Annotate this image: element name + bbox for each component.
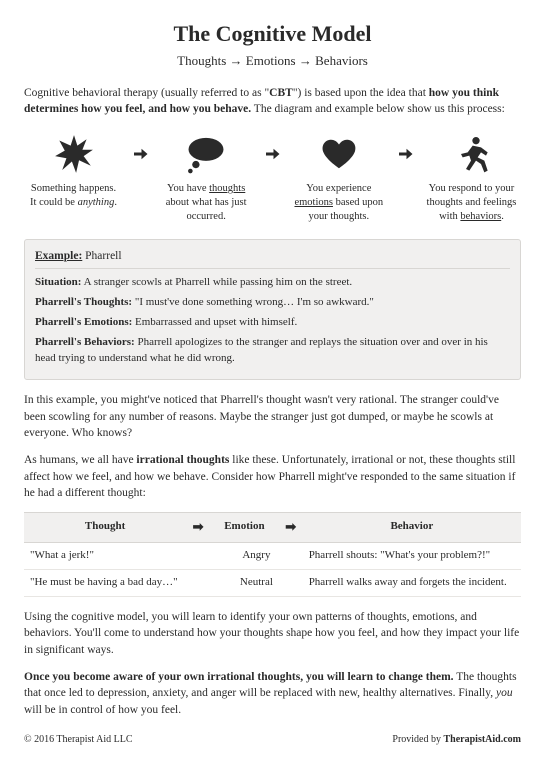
closing-paragraph-2: Once you become aware of your own irrati…: [24, 669, 521, 719]
page-title: The Cognitive Model: [24, 18, 521, 50]
thought-icon: [157, 130, 256, 178]
footer-provider: Provided by TherapistAid.com: [392, 733, 521, 748]
subtitle-emotions: Emotions: [246, 53, 296, 68]
page-subtitle: Thoughts → Emotions → Behaviors: [24, 52, 521, 71]
mid-paragraph-2: As humans, we all have irrational though…: [24, 452, 521, 502]
cell-thought: "What a jerk!": [24, 542, 210, 569]
table-header-thought: Thought: [24, 512, 186, 542]
diagram-step-behaviors: You respond to your thoughts and feeling…: [422, 130, 521, 225]
arrow-icon: [388, 130, 422, 178]
arrow-icon: [123, 130, 157, 178]
mid-paragraph-1: In this example, you might've noticed th…: [24, 392, 521, 442]
cell-behavior: Pharrell shouts: "What's your problem?!": [303, 542, 521, 569]
example-behaviors: Pharrell's Behaviors: Pharrell apologize…: [35, 335, 510, 367]
subtitle-thoughts: Thoughts: [177, 53, 226, 68]
footer-copyright: © 2016 Therapist Aid LLC: [24, 733, 133, 748]
cell-thought: "He must be having a bad day…": [24, 569, 210, 596]
cognitive-diagram: Something happens. It could be anything.…: [24, 130, 521, 225]
closing-paragraph-1: Using the cognitive model, you will lear…: [24, 609, 521, 659]
table-row: "He must be having a bad day…" Neutral P…: [24, 569, 521, 596]
burst-icon: [24, 130, 123, 178]
cell-emotion: Angry: [210, 542, 303, 569]
arrow-icon: →: [299, 53, 312, 68]
thought-emotion-behavior-table: Thought ➡ Emotion ➡ Behavior "What a jer…: [24, 512, 521, 597]
page-footer: © 2016 Therapist Aid LLC Provided by The…: [24, 733, 521, 748]
cell-emotion: Neutral: [210, 569, 303, 596]
diagram-step-situation: Something happens. It could be anything.: [24, 130, 123, 210]
arrow-icon: ➡: [279, 512, 303, 542]
heart-icon: [289, 130, 388, 178]
example-box: Example: Pharrell Situation: A stranger …: [24, 239, 521, 380]
arrow-icon: ➡: [186, 512, 210, 542]
subtitle-behaviors: Behaviors: [315, 53, 368, 68]
cell-behavior: Pharrell walks away and forgets the inci…: [303, 569, 521, 596]
example-thoughts: Pharrell's Thoughts: "I must've done som…: [35, 295, 510, 311]
runner-icon: [422, 130, 521, 178]
table-header-emotion: Emotion: [210, 512, 279, 542]
intro-paragraph: Cognitive behavioral therapy (usually re…: [24, 85, 521, 118]
example-header: Example: Pharrell: [35, 248, 510, 270]
arrow-icon: →: [230, 53, 243, 68]
diagram-step-thoughts: You have thoughts about what has just oc…: [157, 130, 256, 225]
example-emotions: Pharrell's Emotions: Embarrassed and ups…: [35, 315, 510, 331]
table-row: "What a jerk!" Angry Pharrell shouts: "W…: [24, 542, 521, 569]
diagram-step-emotions: You experience emotions based upon your …: [289, 130, 388, 225]
table-header-behavior: Behavior: [303, 512, 521, 542]
example-situation: Situation: A stranger scowls at Pharrell…: [35, 275, 510, 291]
arrow-icon: [256, 130, 290, 178]
